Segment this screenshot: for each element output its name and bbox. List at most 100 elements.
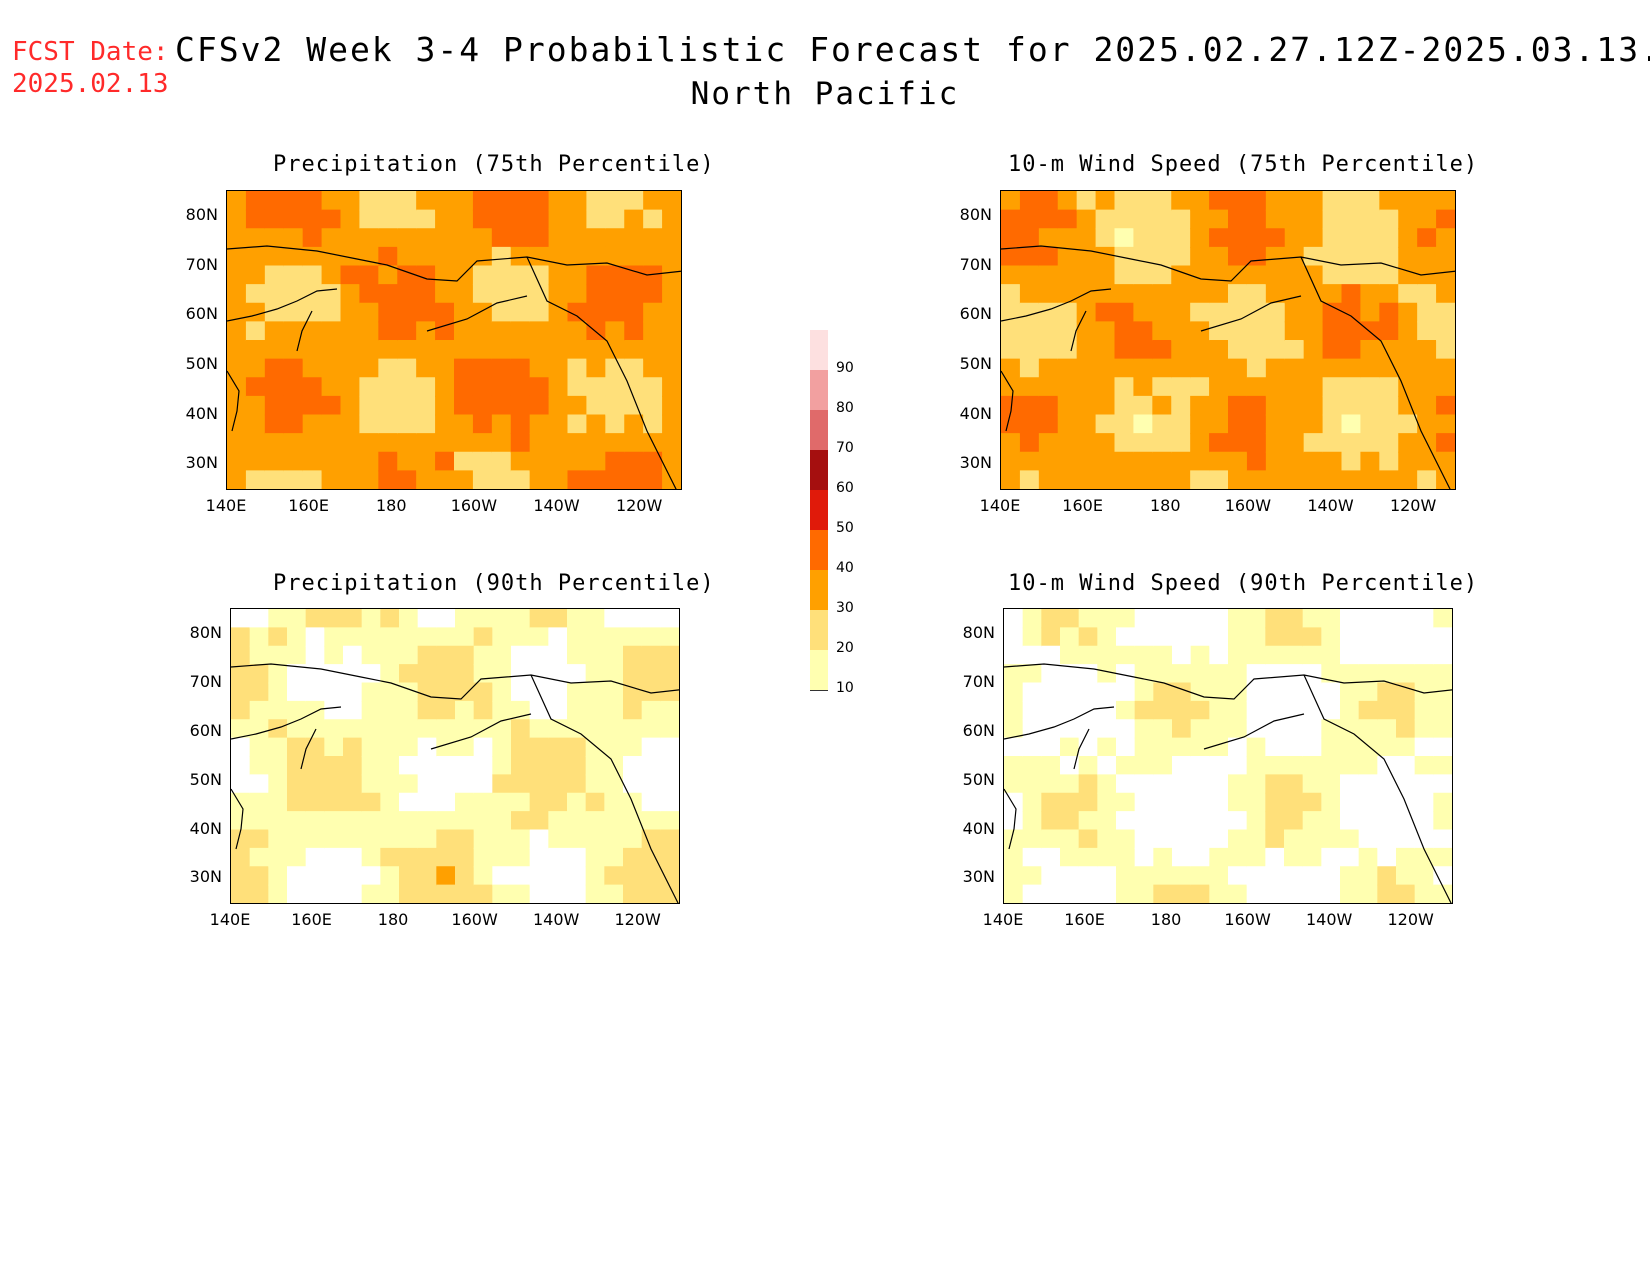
lon-tick-label: 140E — [205, 496, 247, 515]
lat-tick-label: 50N — [962, 769, 995, 789]
colorbar-segment — [810, 330, 828, 371]
lat-tick-label: 60N — [962, 720, 995, 740]
coastline — [227, 245, 681, 282]
lat-tick-label: 40N — [185, 403, 218, 423]
lon-tick-label: 160W — [1224, 496, 1272, 515]
coastline — [231, 788, 244, 850]
coastline — [530, 674, 679, 903]
coastline — [231, 663, 679, 700]
coastline — [1203, 713, 1305, 750]
lat-tick-label: 80N — [959, 205, 992, 224]
coastline — [1073, 728, 1090, 770]
map-wind-75 — [1000, 190, 1456, 490]
lon-tick-label: 120W — [1389, 496, 1437, 515]
lon-tick-label: 180 — [377, 910, 409, 929]
lon-tick-label: 160E — [1062, 496, 1103, 515]
coastline — [296, 310, 313, 352]
lon-tick-label: 160W — [1224, 910, 1271, 929]
lat-tick-label: 50N — [189, 769, 222, 789]
panel-title-wind-90: 10-m Wind Speed (90th Percentile) — [1008, 571, 1479, 596]
region-subtitle: North Pacific — [690, 76, 960, 112]
colorbar-segment — [810, 610, 828, 651]
lat-tick-label: 30N — [189, 867, 222, 887]
lon-tick-label: 160W — [451, 910, 498, 929]
fcst-date-label: FCST Date: 2025.02.13 — [12, 36, 169, 100]
field-shading — [1001, 191, 1455, 489]
coastline — [1303, 674, 1452, 903]
colorbar-label: 10 — [836, 680, 854, 696]
fcst-label: FCST Date: — [12, 37, 169, 67]
lat-tick-label: 40N — [959, 403, 992, 423]
coastline — [1004, 706, 1115, 740]
lat-tick-label: 80N — [189, 623, 222, 642]
lat-tick-label: 80N — [962, 623, 995, 642]
colorbar-label: 90 — [836, 360, 854, 376]
colorbar-label: 70 — [836, 440, 854, 456]
lon-tick-label: 160E — [1064, 910, 1105, 929]
map-precip-90 — [230, 608, 680, 904]
map-precip-75 — [226, 190, 682, 490]
colorbar-segment — [810, 410, 828, 451]
lat-tick-label: 60N — [959, 304, 992, 324]
lat-tick-label: 30N — [959, 453, 992, 473]
lon-tick-label: 140W — [533, 496, 580, 515]
coastline — [1001, 288, 1112, 322]
colorbar-segment — [810, 370, 828, 411]
coastline — [426, 295, 528, 332]
lat-tick-label: 40N — [189, 818, 222, 838]
lat-tick-label: 30N — [962, 867, 995, 887]
lat-tick-label: 70N — [189, 671, 222, 691]
coastline — [1004, 663, 1452, 700]
colorbar-segment — [810, 450, 828, 491]
lon-tick-label: 160E — [291, 910, 332, 929]
coastline — [1001, 370, 1014, 432]
coastline — [1300, 256, 1451, 489]
panel-title-precip-90: Precipitation (90th Percentile) — [273, 571, 715, 596]
lon-tick-label: 140W — [532, 910, 580, 929]
colorbar-label: 30 — [836, 600, 854, 616]
coastline — [300, 728, 317, 770]
colorbar-segment — [810, 530, 828, 571]
coastline — [1200, 295, 1302, 332]
coastline — [1001, 245, 1455, 282]
lon-tick-label: 140W — [1307, 496, 1354, 515]
colorbar-label: 80 — [836, 400, 854, 416]
panel-title-wind-75: 10-m Wind Speed (75th Percentile) — [1008, 152, 1479, 177]
colorbar-segment — [810, 650, 828, 691]
lon-tick-label: 180 — [1149, 496, 1181, 515]
field-shading — [227, 191, 681, 489]
field-shading — [1004, 609, 1452, 903]
lon-tick-label: 120W — [615, 496, 663, 515]
coastline — [1004, 788, 1017, 850]
colorbar-label: 50 — [836, 520, 854, 536]
lat-tick-label: 70N — [185, 254, 218, 274]
lon-tick-label: 180 — [1150, 910, 1182, 929]
colorbar-label: 60 — [836, 480, 854, 496]
coastline — [227, 370, 240, 432]
panel-title-precip-75: Precipitation (75th Percentile) — [273, 152, 715, 177]
lon-tick-label: 120W — [614, 910, 661, 929]
main-title: CFSv2 Week 3-4 Probabilistic Forecast fo… — [175, 30, 1650, 69]
lon-tick-label: 160E — [288, 496, 329, 515]
fcst-date: 2025.02.13 — [12, 69, 169, 99]
lat-tick-label: 50N — [959, 353, 992, 373]
lat-tick-label: 70N — [962, 671, 995, 691]
lat-tick-label: 40N — [962, 818, 995, 838]
colorbar-segment — [810, 570, 828, 611]
lon-tick-label: 160W — [450, 496, 498, 515]
lon-tick-label: 140E — [979, 496, 1021, 515]
field-shading — [231, 609, 679, 903]
lat-tick-label: 60N — [185, 304, 218, 324]
map-wind-90 — [1003, 608, 1453, 904]
coastline — [430, 713, 532, 750]
colorbar-label: 40 — [836, 560, 854, 576]
coastline — [526, 256, 677, 489]
coastline — [1070, 310, 1087, 352]
colorbar-segment — [810, 490, 828, 531]
lon-tick-label: 140W — [1305, 910, 1353, 929]
colorbar-label: 20 — [836, 640, 854, 656]
lat-tick-label: 60N — [189, 720, 222, 740]
lat-tick-label: 50N — [185, 353, 218, 373]
coastline — [227, 288, 338, 322]
lat-tick-label: 70N — [959, 254, 992, 274]
